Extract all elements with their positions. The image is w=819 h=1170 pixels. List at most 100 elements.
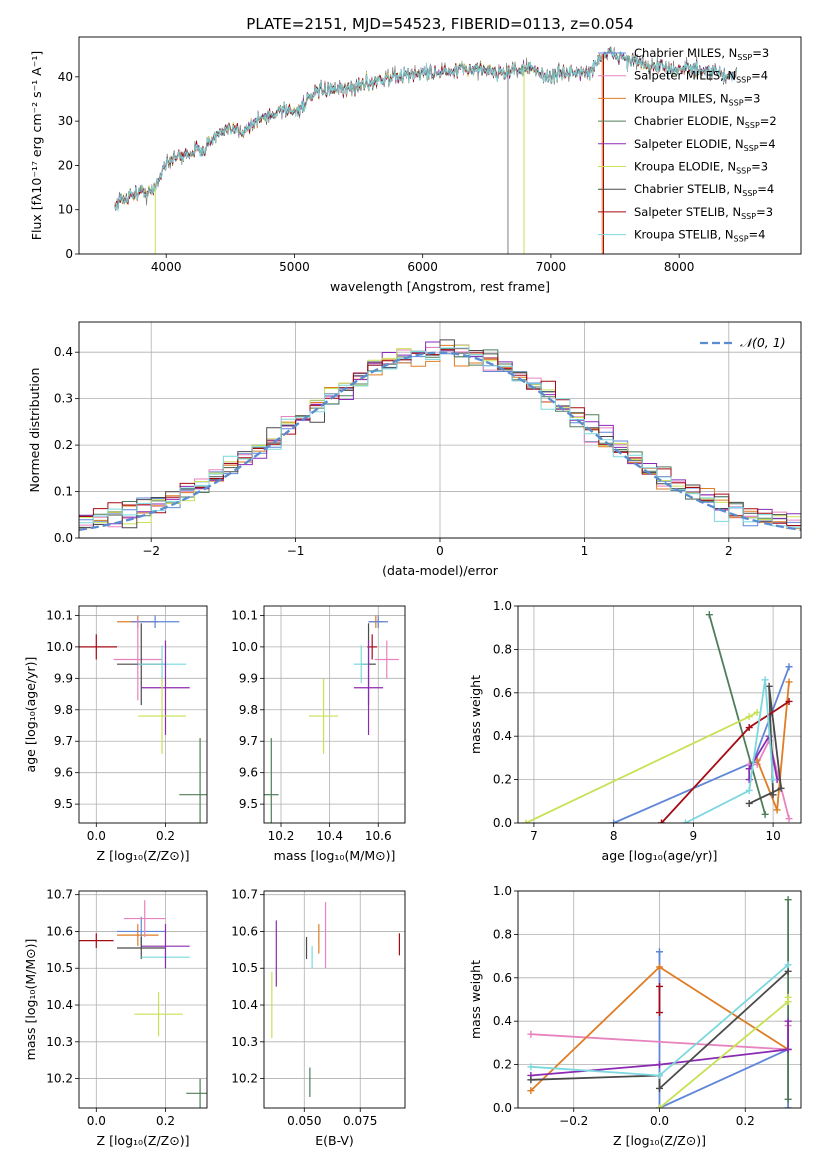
age-vs-z-xlabel: Z [log₁₀(Z/Z⊙)]: [97, 848, 190, 863]
age-vs-z-ytick-label: 10.1: [46, 608, 73, 622]
age-vs-z-ylabel: age [log₁₀(age/yr)]: [23, 657, 38, 773]
figure-title: PLATE=2151, MJD=54523, FIBERID=0113, z=0…: [246, 15, 633, 33]
spectrum-xtick-label: 7000: [536, 260, 567, 274]
mass-vs-z-ylabel: mass [log₁₀(M/M⊙)]: [23, 939, 38, 1061]
age-vs-mass-xtick-label: 10.2: [268, 829, 295, 843]
mass-vs-z-xtick-label: 0.2: [156, 1114, 175, 1128]
legend-tail: =3: [756, 205, 773, 219]
mass-vs-ebv-xlabel: E(B-V): [315, 1133, 354, 1148]
weight-vs-z-ytick-label: 0.2: [493, 1058, 512, 1072]
age-vs-mass-xtick-label: 10.4: [316, 829, 343, 843]
mass-vs-z-points: [79, 900, 207, 1108]
weight-vs-age-marker-chabrier-stelib: [769, 791, 777, 799]
residuals-ytick-label: 0.3: [54, 392, 73, 406]
mass-vs-z-frame: [78, 890, 208, 1109]
mass-vs-ebv-ytick-label: 10.3: [231, 1035, 258, 1049]
weight-vs-age-marker-salpeter-stelib: [657, 819, 665, 823]
mass-vs-z-xlabel: Z [log₁₀(Z/Z⊙)]: [97, 1133, 190, 1148]
residuals-plot: [79, 339, 801, 532]
age-vs-mass-ytick-label: 9.8: [239, 703, 258, 717]
spectrum-xtick-label: 6000: [407, 260, 438, 274]
legend-sub: SSP: [741, 212, 756, 221]
age-vs-mass-xtick-label: 10.6: [365, 829, 392, 843]
legend-entry: Chabrier ELODIE, NSSP=2: [634, 114, 777, 130]
legend-label: Kroupa ELODIE, N: [634, 160, 736, 174]
weight-vs-z-marker-kroupa-miles: [527, 1087, 535, 1095]
weight-vs-z-ytick-label: 0.6: [493, 971, 512, 985]
spectrum-xtick-label: 4000: [151, 260, 182, 274]
age-vs-z-ytick-label: 9.8: [54, 703, 73, 717]
weight-vs-z-marker-chabrier-elodie: [784, 896, 792, 904]
weight-vs-z-marker-salpeter-miles: [527, 1030, 535, 1038]
legend-label: Kroupa MILES, N: [634, 91, 729, 105]
mass-vs-z-ytick-label: 10.5: [46, 961, 73, 975]
weight-vs-age-marker-kroupa-stelib: [681, 819, 689, 823]
weight-vs-age-ylabel: mass weight: [468, 675, 483, 754]
age-vs-mass-ytick-label: 10.1: [231, 608, 258, 622]
residuals-ytick-label: 0.4: [54, 345, 73, 359]
weight-vs-age-xtick-label: 8: [610, 829, 618, 843]
legend-label: Chabrier ELODIE, N: [634, 114, 745, 128]
weight-vs-age-ytick-label: 0.2: [493, 773, 512, 787]
residuals-legend-label: 𝒩(0, 1): [740, 335, 786, 350]
legend-tail: =4: [749, 228, 766, 242]
weight-vs-age-ytick-label: 0.6: [493, 686, 512, 700]
age-vs-mass-ytick-label: 9.9: [239, 671, 258, 685]
weight-vs-age-series-chabrier-stelib: [748, 686, 783, 805]
spectrum-ytick-label: 0: [65, 247, 73, 261]
mass-vs-z-ytick-label: 10.7: [46, 888, 73, 902]
weight-vs-z-marker-kroupa-miles: [656, 963, 663, 971]
weight-vs-z-ytick-label: 1.0: [493, 884, 512, 898]
weight-vs-age-marker-salpeter-miles: [785, 815, 793, 823]
mass-vs-ebv-axes: 0.050 0.075 10.2 10.3 10.4 10.5 10.6 10.7: [231, 888, 405, 1128]
weight-vs-age-marker-kroupa-elodie: [522, 819, 530, 823]
legend-tail: =3: [751, 160, 768, 174]
weight-vs-z-ytick-label: 0.0: [493, 1101, 512, 1115]
legend-entry: Salpeter STELIB, NSSP=3: [634, 205, 773, 221]
weight-vs-z-marker-salpeter-stelib: [656, 982, 663, 990]
mass-vs-ebv-ytick-label: 10.7: [231, 888, 258, 902]
weight-vs-age-marker-kroupa-stelib: [761, 676, 769, 684]
legend-tail: =4: [757, 182, 774, 196]
residuals-frame: [78, 321, 802, 539]
age-vs-mass-ytick-label: 9.5: [239, 797, 258, 811]
weight-vs-z-marker-kroupa-stelib: [784, 961, 792, 969]
weight-vs-age-series-kroupa-elodie: [525, 711, 758, 823]
legend-entry: Salpeter MILES, NSSP=4: [634, 69, 768, 85]
legend-label: Kroupa STELIB, N: [634, 228, 734, 242]
legend-label: Chabrier STELIB, N: [634, 182, 742, 196]
weight-vs-z-xtick-label: 0.0: [650, 1114, 669, 1128]
weight-vs-age-marker-kroupa-elodie: [753, 708, 761, 716]
weight-vs-age-marker-salpeter-stelib: [745, 724, 753, 732]
legend-label: Salpeter STELIB, N: [634, 205, 741, 219]
legend-sub: SSP: [729, 98, 744, 107]
weight-vs-age-marker-chabrier-miles: [785, 663, 793, 671]
weight-vs-z-marker-salpeter-stelib: [656, 1009, 663, 1017]
weight-vs-z-axes: −0.2 0.0 0.2 0.0 0.2 0.4 0.6 0.8 1.0: [493, 884, 801, 1128]
weight-vs-age-marker-kroupa-miles: [773, 806, 781, 814]
age-vs-mass-ytick-label: 10.0: [231, 640, 258, 654]
weight-vs-z-marker-salpeter-elodie: [784, 1017, 792, 1025]
weight-vs-age-frame: [517, 605, 802, 824]
weight-vs-z-marker-chabrier-miles: [784, 1104, 792, 1108]
mass-vs-z-ytick-label: 10.3: [46, 1035, 73, 1049]
legend-tail: =2: [760, 114, 777, 128]
age-vs-z-ytick-label: 9.5: [54, 797, 73, 811]
spectrum-ylabel: Flux [fλ10⁻¹⁷ erg cm⁻² s⁻¹ A⁻¹]: [29, 51, 44, 240]
weight-vs-z-marker-kroupa-stelib: [527, 1063, 535, 1071]
legend-label: Chabrier MILES, N: [634, 46, 737, 60]
residuals-normal-curve: [79, 351, 801, 532]
legend-sub: SSP: [745, 121, 760, 130]
weight-vs-age-xlabel: age [log₁₀(age/yr)]: [602, 848, 718, 863]
age-vs-z-ytick-label: 9.7: [54, 734, 73, 748]
mass-vs-z-ytick-label: 10.2: [46, 1072, 73, 1086]
legend-sub: SSP: [744, 144, 759, 153]
legend-label: Salpeter ELODIE, N: [634, 137, 744, 151]
weight-vs-age-xtick-label: 10: [765, 829, 780, 843]
weight-vs-z-lines: [527, 896, 792, 1108]
age-vs-z-ytick-label: 10.0: [46, 640, 73, 654]
residuals-xtick-label: −1: [287, 544, 305, 558]
mass-vs-z-ytick-label: 10.6: [46, 924, 73, 938]
mass-vs-ebv-ytick-label: 10.6: [231, 924, 258, 938]
spectrum-frame: [78, 36, 802, 255]
